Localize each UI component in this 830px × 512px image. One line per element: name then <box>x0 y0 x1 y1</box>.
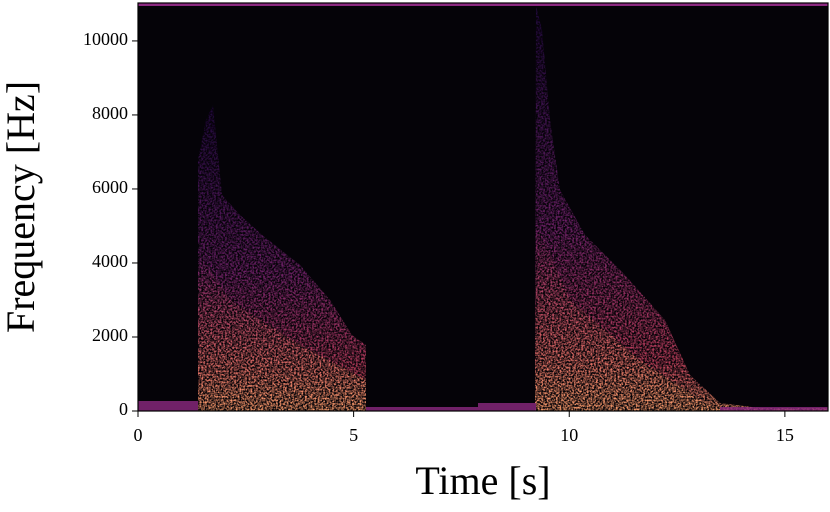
y-tick-label: 8000 <box>92 103 128 123</box>
low-band <box>366 407 478 411</box>
low-band <box>138 401 198 411</box>
burst-core <box>535 220 720 411</box>
burst <box>535 6 828 411</box>
burst-core <box>198 250 366 411</box>
x-tick-label: 10 <box>560 425 578 445</box>
y-tick-label: 4000 <box>92 251 128 271</box>
low-band <box>720 407 828 411</box>
axes-frame <box>137 2 829 412</box>
y-tick-label: 10000 <box>83 29 128 49</box>
low-band <box>478 403 536 411</box>
spectrogram-texture <box>198 6 828 411</box>
x-tick-label: 15 <box>776 425 794 445</box>
x-tick-label: 0 <box>134 425 143 445</box>
y-tick-label: 0 <box>119 399 128 419</box>
y-tick-label: 6000 <box>92 177 128 197</box>
top-band <box>138 3 828 6</box>
plot-area <box>138 3 828 411</box>
y-tick-label: 2000 <box>92 325 128 345</box>
y-axis-label: Frequency [Hz] <box>0 81 43 333</box>
x-axis-label: Time [s] <box>415 458 550 503</box>
x-tick-label: 5 <box>349 425 358 445</box>
